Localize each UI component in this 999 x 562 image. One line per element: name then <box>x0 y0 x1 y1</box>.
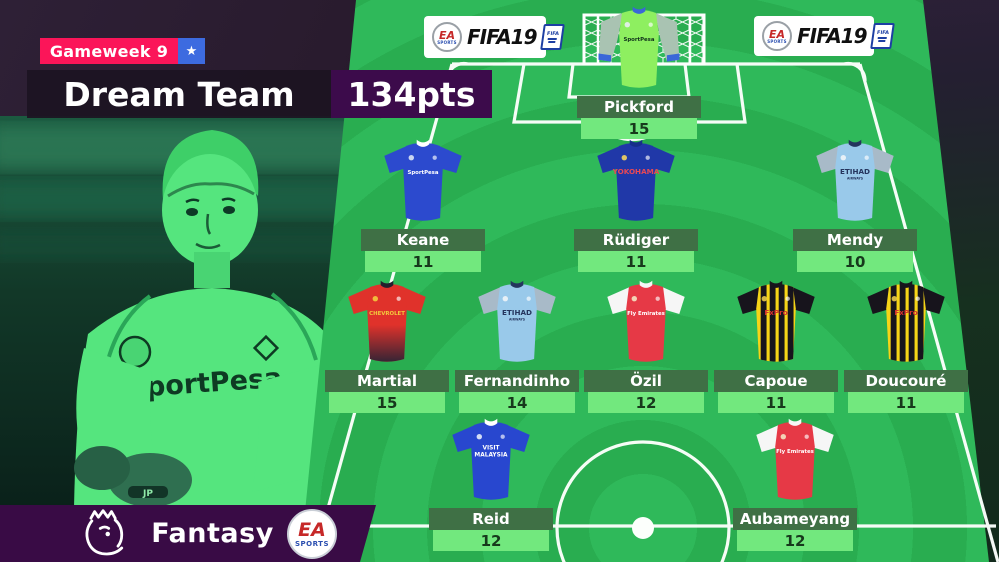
player-kit-icon: Fly Emirates <box>601 278 691 368</box>
player-points: 10 <box>797 251 913 272</box>
player-name: Rüdiger <box>574 229 698 251</box>
fifa-badge-icon: FIFA <box>539 24 565 50</box>
ea-sports-icon: EA SPORTS <box>432 22 462 52</box>
page-title: Dream Team <box>27 70 331 118</box>
player-kit-icon: CHEVROLET <box>342 278 432 368</box>
fifa-badge-icon: FIFA <box>869 23 895 49</box>
player-kit-icon: Fly Emirates <box>750 416 840 506</box>
player-points: 15 <box>329 392 445 413</box>
svg-text:JP: JP <box>142 489 153 499</box>
player-points: 11 <box>578 251 694 272</box>
player-kit-icon: SportPesa <box>594 4 684 94</box>
player-kit-icon: SportPesa <box>378 137 468 227</box>
svg-text:Fly Emirates: Fly Emirates <box>627 311 665 317</box>
player-card-aubameyang: Fly Emirates Aubameyang 12 <box>733 418 857 551</box>
player-name: Aubameyang <box>733 508 857 530</box>
player-card-rdiger: YOKOHAMA Rüdiger 11 <box>574 139 698 272</box>
player-points: 11 <box>848 392 964 413</box>
gameweek-badge: Gameweek 9 <box>40 38 178 64</box>
svg-text:ETIHAD: ETIHAD <box>840 167 870 176</box>
gameweek-label: Gameweek 9 <box>49 41 169 61</box>
svg-text:SportPesa: SportPesa <box>407 170 438 176</box>
player-name: Mendy <box>793 229 917 251</box>
player-card-martial: CHEVROLET Martial 15 <box>325 280 449 413</box>
ea-sports-icon: EA SPORTS <box>762 21 792 51</box>
player-name: Keane <box>361 229 485 251</box>
player-name: Özil <box>584 370 708 392</box>
svg-text:ETIHAD: ETIHAD <box>502 308 532 317</box>
ea-sports-logo: EA SPORTS <box>287 509 337 559</box>
player-kit-icon: VISIT MALAYSIA <box>446 416 536 506</box>
player-photo: SportPesa ANGRY BIRDS JP <box>0 0 360 562</box>
fifa19-wordmark: FIFA19 <box>467 25 537 49</box>
player-name: Fernandinho <box>455 370 579 392</box>
player-kit-icon: ETIHAD AIRWAYS <box>472 278 562 368</box>
fifa19-logo: EA SPORTS FIFA19 FIFA <box>754 16 895 56</box>
player-name: Pickford <box>577 96 701 118</box>
svg-text:FxPro: FxPro <box>764 308 787 317</box>
svg-text:AIRWAYS: AIRWAYS <box>509 317 526 321</box>
player-points: 12 <box>433 530 549 551</box>
player-card-mendy: ETIHAD AIRWAYS Mendy 10 <box>793 139 917 272</box>
player-kit-icon: YOKOHAMA <box>591 137 681 227</box>
svg-text:YOKOHAMA: YOKOHAMA <box>612 167 660 176</box>
player-points: 14 <box>459 392 575 413</box>
player-kit-icon: ETIHAD AIRWAYS <box>810 137 900 227</box>
player-name: Capoue <box>714 370 838 392</box>
fantasy-wordmark: Fantasy <box>151 518 274 549</box>
svg-text:FxPro: FxPro <box>894 308 917 317</box>
player-kit-icon: FxPro <box>861 278 951 368</box>
player-points: 12 <box>737 530 853 551</box>
svg-text:Fly Emirates: Fly Emirates <box>776 449 814 455</box>
svg-text:CHEVROLET: CHEVROLET <box>369 311 405 317</box>
star-icon: ★ <box>178 38 205 64</box>
svg-text:SportPesa: SportPesa <box>623 37 654 43</box>
player-card-fernandinho: ETIHAD AIRWAYS Fernandinho 14 <box>455 280 579 413</box>
player-card-reid: VISIT MALAYSIA Reid 12 <box>429 418 553 551</box>
premier-league-lion-icon <box>85 509 124 556</box>
player-points: 15 <box>581 118 697 139</box>
svg-text:VISIT: VISIT <box>482 445 499 451</box>
svg-text:AIRWAYS: AIRWAYS <box>847 176 864 180</box>
player-name: Martial <box>325 370 449 392</box>
points-total: 134pts <box>331 70 492 118</box>
svg-text:MALAYSIA: MALAYSIA <box>474 453 508 459</box>
player-name: Doucouré <box>844 370 968 392</box>
player-points: 11 <box>718 392 834 413</box>
player-card-capoue: FxPro Capoue 11 <box>714 280 838 413</box>
player-points: 12 <box>588 392 704 413</box>
player-name: Reid <box>429 508 553 530</box>
player-card-pickford: SportPesa Pickford 15 <box>577 6 701 139</box>
player-card-doucour: FxPro Doucouré 11 <box>844 280 968 413</box>
player-kit-icon: FxPro <box>731 278 821 368</box>
player-card-zil: Fly Emirates Özil 12 <box>584 280 708 413</box>
player-card-keane: SportPesa Keane 11 <box>361 139 485 272</box>
fifa19-wordmark: FIFA19 <box>797 24 867 48</box>
fifa19-logo: EA SPORTS FIFA19 FIFA <box>424 16 565 58</box>
player-points: 11 <box>365 251 481 272</box>
